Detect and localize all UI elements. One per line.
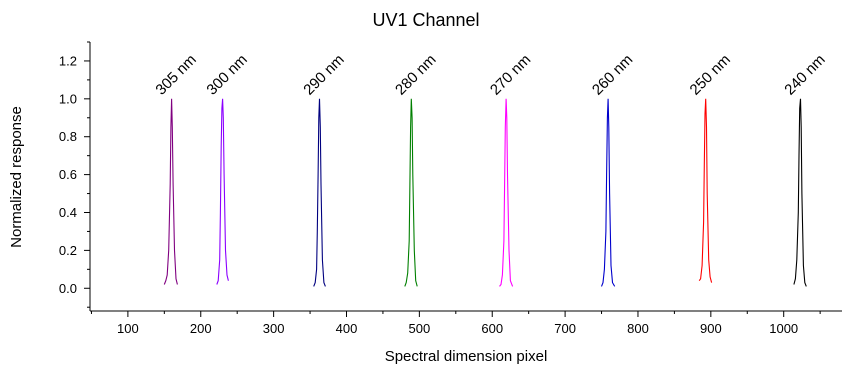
y-tick-label: 0.6: [59, 167, 77, 182]
x-axis-label: Spectral dimension pixel: [385, 348, 548, 365]
x-tick-label: 200: [190, 321, 212, 336]
x-tick-label: 400: [336, 321, 358, 336]
peak-line: [163, 98, 178, 285]
peak-line: [404, 98, 418, 287]
x-tick-label: 700: [554, 321, 576, 336]
x-tick-label: 900: [700, 321, 722, 336]
spectral-peaks: 305 nm 300 nm 290 nm 280 nm 270 nm 260 nm 250 …: [152, 51, 829, 287]
y-tick-label: 0.4: [59, 205, 77, 220]
x-tick-label: 800: [627, 321, 649, 336]
y-tick-label: 1.2: [59, 53, 77, 68]
y-tick-label: 1.0: [59, 91, 77, 106]
peak-line: [698, 98, 713, 283]
peak-label: 280 nm: [392, 51, 439, 98]
peak-line: [793, 98, 807, 287]
y-axis-ticks: 0.0 0.2 0.4 0.6 0.8 1.0 1.2: [59, 41, 90, 308]
y-axis-label: Normalized response: [8, 106, 25, 248]
x-tick-label: 600: [481, 321, 503, 336]
x-tick-label: 100: [117, 321, 139, 336]
peak-line: [313, 98, 326, 287]
chart-title: UV1 Channel: [372, 10, 479, 30]
x-axis-ticks: 100 200 300 400 500 600 700 800 900 1000: [90, 311, 821, 336]
peak-label: 290 nm: [300, 51, 347, 98]
peak-label: 270 nm: [487, 51, 534, 98]
x-tick-label: 1000: [769, 321, 798, 336]
y-tick-label: 0.8: [59, 129, 77, 144]
peak-label: 260 nm: [589, 51, 636, 98]
y-tick-label: 0.2: [59, 243, 77, 258]
peak-line: [600, 98, 616, 287]
peak-label: 300 nm: [203, 51, 250, 98]
x-tick-label: 500: [409, 321, 431, 336]
peak-label: 305 nm: [152, 51, 199, 98]
x-tick-label: 300: [263, 321, 285, 336]
peak-line: [499, 98, 514, 287]
peak-label: 250 nm: [687, 51, 734, 98]
peak-line: [216, 98, 229, 285]
peak-label: 240 nm: [781, 51, 828, 98]
y-tick-label: 0.0: [59, 281, 77, 296]
